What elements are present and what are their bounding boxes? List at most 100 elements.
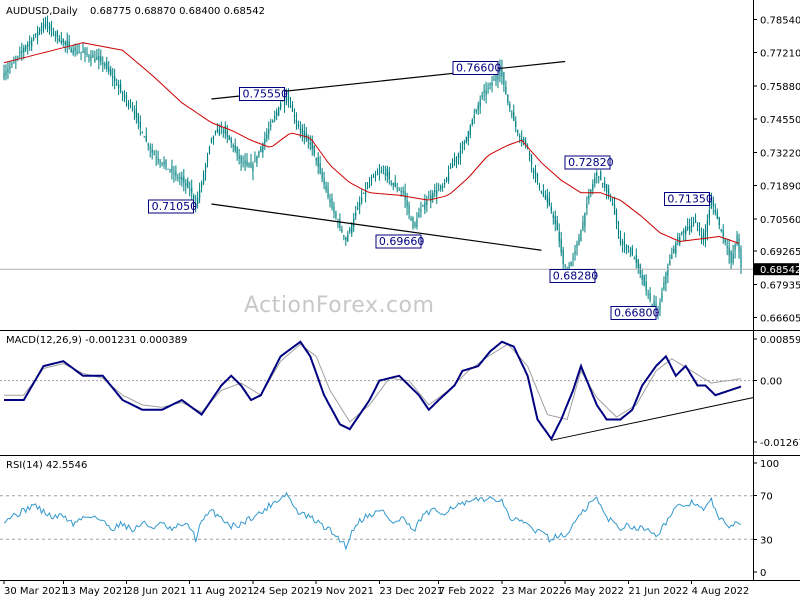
candle-body (5, 70, 7, 76)
candle-body (728, 247, 730, 256)
candle-body (54, 34, 56, 36)
candle-body (60, 40, 62, 43)
candle-body (280, 102, 282, 109)
time-axis-label-7-Feb-2022: 7 Feb 2022 (439, 586, 495, 597)
candle-body (687, 226, 689, 229)
candle-body (445, 177, 448, 182)
candle-body (426, 200, 428, 205)
macd-title: MACD(12,26,9) -0.001231 0.000389 (6, 335, 187, 346)
candle-body (641, 275, 643, 280)
candle-body (590, 189, 592, 195)
candle-body (299, 128, 301, 131)
candle-body (86, 53, 88, 55)
candle-body (594, 178, 596, 184)
price-axis-label-0.69265: 0.69265 (760, 247, 800, 258)
candle-body (390, 182, 392, 184)
candle-body (31, 39, 33, 47)
candle-body (689, 225, 691, 232)
candle-body (396, 188, 398, 190)
candle-body (214, 131, 217, 134)
candle-body (669, 260, 671, 265)
price-axis-label-0.74550: 0.74550 (760, 115, 800, 126)
candle-body (25, 45, 27, 50)
candle-body (309, 142, 311, 145)
candle-body (357, 207, 359, 210)
candle-body (440, 185, 442, 189)
candle-body (339, 219, 341, 228)
candle-body (542, 192, 545, 196)
candle-body (200, 182, 203, 187)
candle-body (716, 212, 718, 219)
candle-body (121, 92, 124, 96)
candle-body (42, 22, 45, 28)
candle-body (667, 266, 669, 276)
candle-body (708, 210, 710, 219)
candle-body (493, 79, 495, 81)
candle-body (499, 67, 501, 77)
candle-body (602, 183, 604, 185)
candle-body (262, 143, 264, 153)
candle-body (621, 242, 624, 244)
candle-body (36, 31, 39, 37)
macd-axis-label--0.01267: -0.01267 (760, 438, 800, 449)
candle-body (244, 160, 246, 165)
candle-body (133, 111, 136, 113)
candle-body (617, 228, 620, 234)
candle-body (183, 176, 185, 183)
candle-body (643, 275, 645, 286)
candle-body (525, 139, 527, 145)
price-axis-label-0.71890: 0.71890 (760, 182, 800, 193)
candle-body (497, 71, 499, 80)
candle-body (538, 186, 541, 188)
candle-body (400, 191, 402, 193)
candle-body (477, 105, 479, 110)
price-axis-label-0.67935: 0.67935 (760, 280, 800, 291)
candle-body (293, 115, 296, 118)
candle-body (410, 218, 412, 221)
candle-body (388, 171, 390, 180)
candle-body (469, 125, 471, 136)
candle-body (422, 205, 424, 207)
time-axis-label-13-May-2021: 13 May 2021 (63, 586, 128, 597)
candle-body (519, 135, 521, 138)
candle-body (509, 104, 511, 109)
candle-body (145, 135, 147, 141)
candle-body (112, 76, 114, 78)
candle-body (402, 191, 404, 193)
macd-main-line (4, 340, 742, 441)
candle-body (738, 237, 740, 253)
candle-body (228, 135, 230, 140)
candle-body (301, 128, 303, 134)
candle-body (619, 235, 622, 243)
candle-body (161, 162, 163, 165)
candle-body (663, 282, 665, 289)
candle-body (679, 236, 681, 245)
candle-body (649, 292, 651, 301)
candle-body (457, 153, 460, 158)
chart-symbol: AUDUSD,Daily (6, 6, 78, 17)
candle-body (171, 166, 173, 173)
candle-body (404, 191, 406, 200)
candle-body (204, 164, 207, 173)
candle-body (94, 58, 96, 62)
candle-body (455, 156, 458, 163)
candle-body (698, 228, 701, 232)
candle-body (220, 126, 222, 128)
candle-body (370, 180, 373, 182)
price-axis-label-0.66605: 0.66605 (760, 314, 800, 325)
candle-body (501, 67, 503, 77)
moving-average-line (3, 42, 740, 244)
candle-body (720, 229, 722, 231)
macd-trendline (551, 397, 754, 441)
candle-body (467, 131, 469, 141)
candle-body (696, 222, 699, 228)
candle-body (647, 294, 649, 296)
candle-body (289, 105, 292, 107)
candle-body (177, 177, 179, 179)
candle-body (104, 63, 106, 66)
candle-body (108, 67, 110, 72)
price-axis-label-0.78540: 0.78540 (760, 15, 800, 26)
level-label-0.75550: 0.75550 (243, 88, 289, 101)
watermark: ActionForex.com (244, 293, 434, 318)
level-label-0.66800: 0.66800 (614, 306, 660, 319)
